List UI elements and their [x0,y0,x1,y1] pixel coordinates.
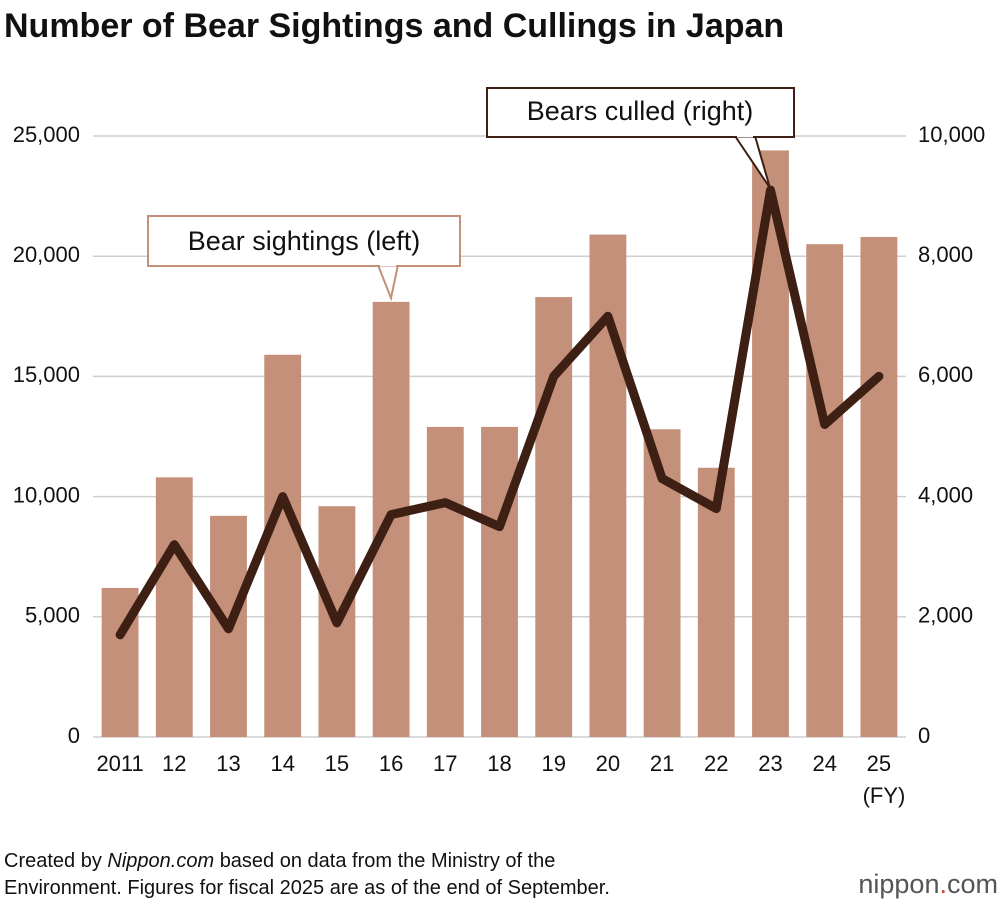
lines [115,185,884,640]
note-text: based on data from the Ministry of the [219,850,556,872]
annotation-box [486,87,795,138]
y2-tick-label: 6,000 [918,362,973,387]
labels: 0 5,000 10,000 15,000 20,000 25,000 0 2,000 4,00… [13,122,986,776]
logo: nippon.com [858,869,998,899]
y-tick-label: 5,000 [25,603,80,628]
logo-name: nippon [858,869,939,899]
y2-tick-label: 0 [918,723,930,748]
y-tick-label: 25,000 [13,122,80,147]
x-tick-label: 12 [162,751,186,776]
y-tick-label: 0 [68,723,80,748]
y2-tick-label: 2,000 [918,603,973,628]
annotation-box [147,215,461,267]
chart-title: Number of Bear Sightings and Cullings in… [4,7,784,45]
line [115,185,884,640]
annotation-culled: Bears culled (right) [486,87,795,189]
x-tick-label: 23 [758,751,782,776]
note-source: Nippon.com [107,850,215,872]
x-tick-label: 16 [379,751,403,776]
y2-tick-label: 8,000 [918,242,973,267]
x-tick-label: 14 [270,751,294,776]
x-tick-label: 25 [867,751,891,776]
bar [589,234,627,737]
bars [101,150,898,737]
x-tick-label: 19 [541,751,565,776]
x-tick-label: 15 [325,751,349,776]
x-unit: (FY) [863,783,906,808]
x-tick-label: 13 [216,751,240,776]
bar [481,426,518,737]
annotation-sightings: Bear sightings (left) [147,215,461,302]
x-tick-label: 22 [704,751,728,776]
y2-tick-label: 4,000 [918,482,973,507]
pointer [376,264,400,302]
bar [155,477,193,737]
y-tick-label: 10,000 [13,482,80,507]
logo-dot: . [939,869,947,899]
bar [264,354,302,737]
bar [806,244,844,737]
annotation: Bears culled (right) [527,96,754,126]
bar [426,426,464,737]
x-tick-label: 24 [812,751,836,776]
y-tick-label: 15,000 [13,362,80,387]
x-tick-label: 18 [487,751,511,776]
note-text: Environment. Figures for fiscal 2025 are… [4,877,610,899]
x-tick-label: 17 [433,751,457,776]
y2-tick-label: 10,000 [918,122,985,147]
footnote: Created by Nippon.com based on data from… [4,848,610,902]
logo-tld: com [947,869,998,899]
annotation: Bear sightings (left) [188,226,421,256]
y-tick-label: 20,000 [13,242,80,267]
bar [860,236,898,737]
x-tick-label: 21 [650,751,674,776]
x-tick-label: 20 [596,751,620,776]
x-tick-label: 2011 [96,751,143,776]
note-text: Created by [4,850,102,872]
